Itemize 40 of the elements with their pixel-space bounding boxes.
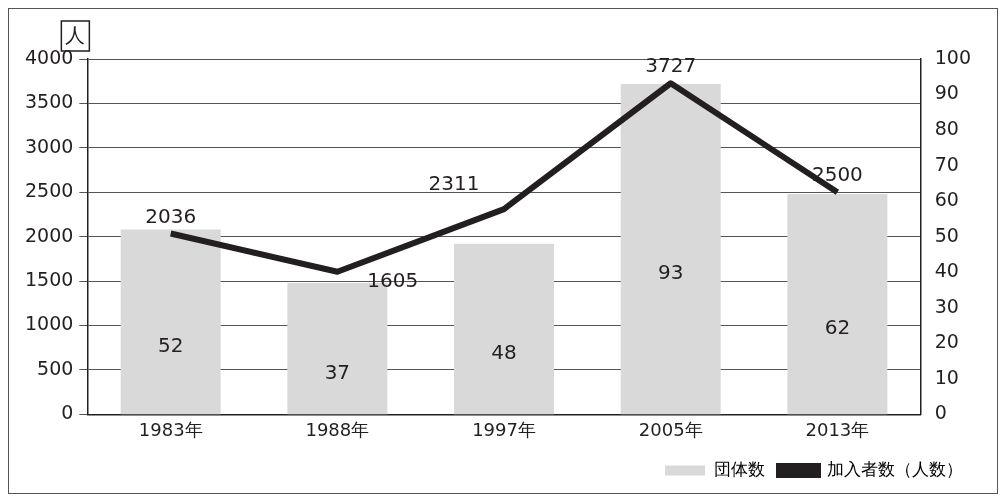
y-tick-label: 0 bbox=[61, 401, 74, 424]
y-tick-label: 500 bbox=[37, 356, 74, 379]
y2-tick-label: 60 bbox=[934, 188, 959, 211]
y-tick-label: 1000 bbox=[24, 312, 74, 335]
data-label: 52 bbox=[157, 333, 184, 358]
y2-tick-label: 20 bbox=[934, 330, 959, 353]
y2-tick-label: 80 bbox=[934, 117, 959, 140]
y2-tick-label: 100 bbox=[934, 45, 971, 68]
y-tick-label: 2500 bbox=[24, 179, 74, 202]
x-tick-label: 1983年 bbox=[138, 418, 203, 440]
y-tick-label: 4000 bbox=[24, 45, 74, 68]
y-axis-title: 人 bbox=[65, 23, 86, 48]
data-label: 3727 bbox=[645, 53, 697, 78]
y2-tick-label: 70 bbox=[934, 152, 959, 175]
data-label: 2311 bbox=[428, 171, 480, 196]
y2-tick-label: 50 bbox=[934, 223, 959, 246]
y-tick-label: 3500 bbox=[24, 90, 74, 113]
data-label: 2036 bbox=[145, 203, 197, 228]
data-label: 93 bbox=[657, 260, 684, 285]
x-tick-label: 1997年 bbox=[472, 418, 536, 440]
bar bbox=[120, 229, 221, 415]
data-label: 62 bbox=[824, 315, 851, 340]
legend-label: 団体数 bbox=[713, 458, 765, 479]
x-tick-label: 2005年 bbox=[638, 418, 703, 440]
bar bbox=[787, 194, 888, 415]
y2-tick-label: 40 bbox=[934, 259, 959, 282]
y-tick-label: 1500 bbox=[24, 268, 74, 291]
y2-tick-label: 30 bbox=[934, 294, 959, 317]
y-tick-label: 2000 bbox=[24, 223, 74, 246]
y2-tick-label: 90 bbox=[934, 81, 959, 104]
y2-tick-label: 10 bbox=[934, 365, 959, 388]
data-label: 48 bbox=[491, 340, 517, 365]
bar bbox=[454, 243, 555, 415]
y2-tick-label: 0 bbox=[934, 401, 947, 424]
bar bbox=[620, 83, 721, 415]
x-tick-label: 1988年 bbox=[305, 418, 370, 440]
data-label: 37 bbox=[324, 359, 351, 384]
legend-label: 加入者数（人数） bbox=[827, 458, 963, 479]
x-tick-label: 2013年 bbox=[805, 418, 870, 440]
y-tick-label: 3000 bbox=[24, 134, 74, 157]
